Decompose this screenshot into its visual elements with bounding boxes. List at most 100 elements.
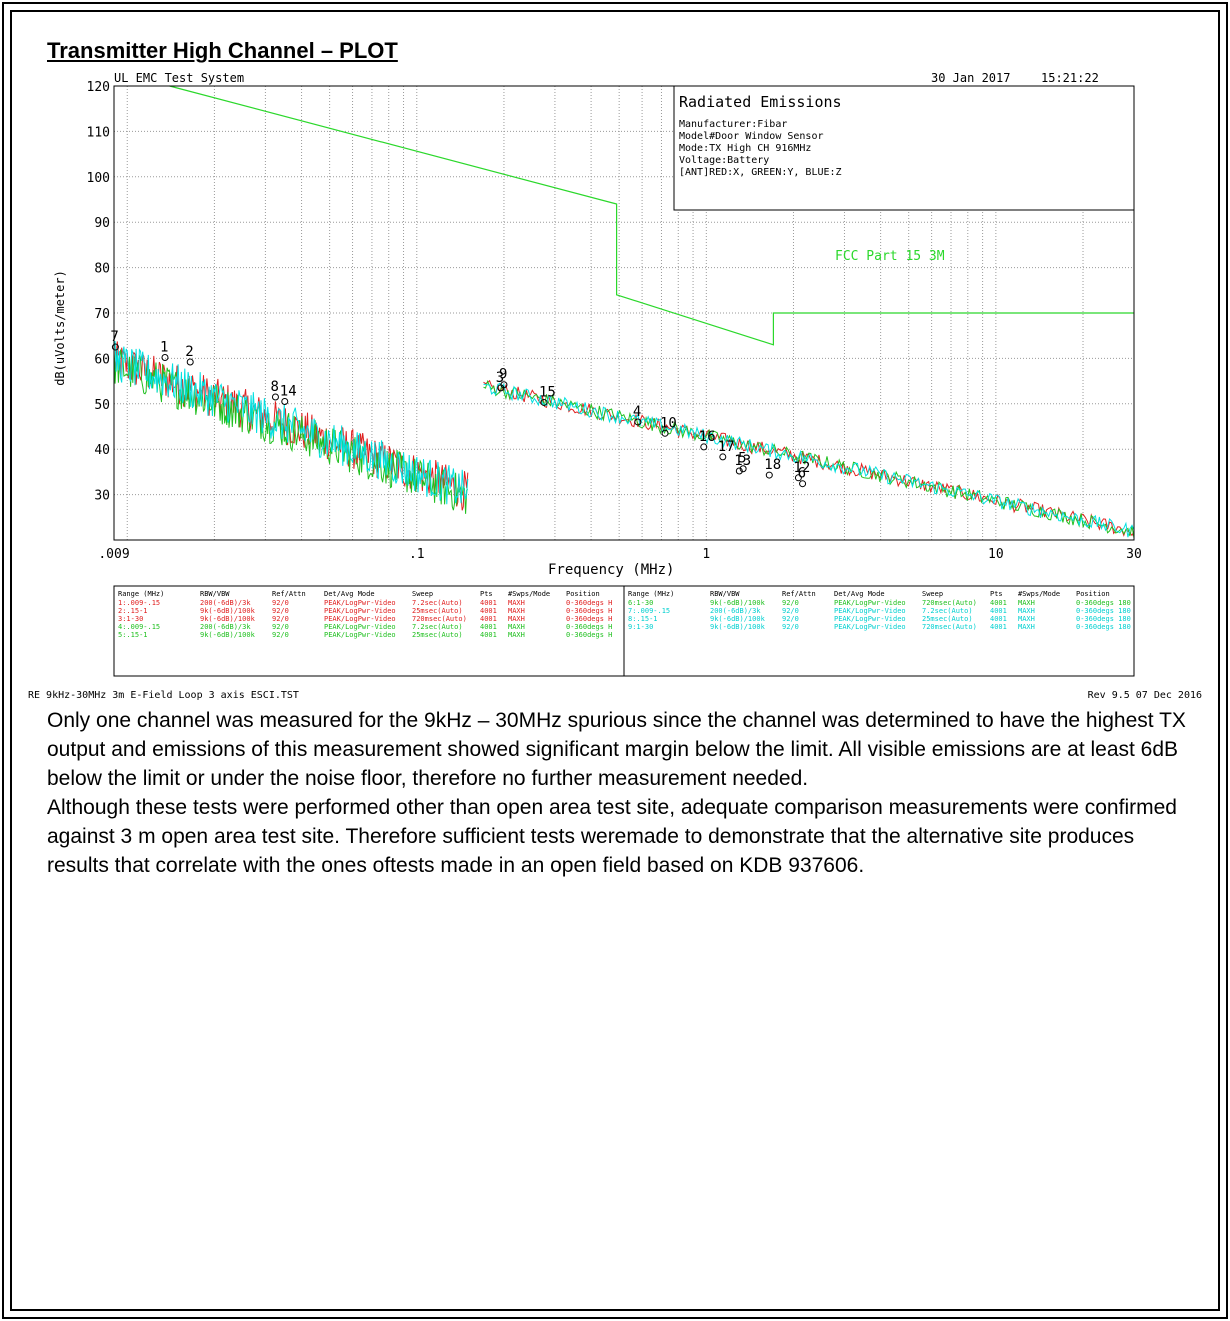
info-box-line: Mode:TX High CH 916MHz [679, 143, 811, 154]
settings-table-cell: 1:.009-.15 [118, 599, 160, 607]
settings-table-cell: 4001 [480, 607, 497, 615]
marker-label: 7 [110, 329, 118, 345]
settings-table-cell: 9k(-6dB)/100k [200, 607, 256, 615]
settings-table-cell: 6:1-30 [628, 599, 653, 607]
settings-table-cell: 92/0 [782, 599, 799, 607]
marker-label: 18 [764, 457, 781, 473]
settings-table-header: #Swps/Mode [508, 590, 550, 598]
settings-table-cell: MAXH [508, 607, 525, 615]
settings-table: Range (MHz) RBW/VBW Ref/Attn Det/Avg Mode Sw… [114, 586, 1134, 676]
settings-table-cell: 0-360degs 180 [1076, 623, 1131, 631]
settings-table-header: RBW/VBW [710, 590, 740, 598]
limit-line-label: FCC Part 15 3M [835, 249, 945, 264]
settings-table-header: Range (MHz) [118, 590, 164, 598]
settings-table-cell: 9k(-6dB)/100k [710, 599, 766, 607]
settings-table-header: Det/Avg Mode [834, 590, 885, 598]
emissions-plot: UL EMC Test System 30 Jan 2017 15:21:22 … [28, 66, 1210, 702]
y-tick-label: 50 [94, 398, 110, 413]
settings-table-cell: 9k(-6dB)/100k [710, 623, 766, 631]
settings-table-cell: 25msec(Auto) [412, 607, 463, 615]
settings-table-cell: 0-360degs 180 [1076, 607, 1131, 615]
settings-table-cell: 25msec(Auto) [412, 631, 463, 639]
settings-table-cell: 5:.15-1 [118, 631, 148, 639]
marker-label: 16 [699, 429, 716, 445]
settings-table-cell: MAXH [508, 631, 525, 639]
settings-table-cell: PEAK/LogPwr-Video [324, 599, 396, 607]
settings-table-cell: MAXH [508, 623, 525, 631]
y-axis-title: dB(uVolts/meter) [53, 270, 67, 386]
settings-table-cell: 25msec(Auto) [922, 615, 973, 623]
x-tick-label: 1 [702, 547, 710, 562]
settings-table-cell: 7:.009-.15 [628, 607, 670, 615]
y-tick-label: 70 [94, 307, 110, 322]
marker-label: 17 [718, 439, 735, 455]
settings-table-cell: 0-360degs H [566, 623, 612, 631]
header-time: 15:21:22 [1041, 71, 1099, 85]
footer-revision: Rev 9.5 07 Dec 2016 [1088, 690, 1202, 701]
settings-table-cell: 92/0 [782, 607, 799, 615]
settings-table-cell: 92/0 [782, 615, 799, 623]
x-tick-label: 10 [988, 547, 1004, 562]
settings-table-header: Position [566, 590, 600, 598]
settings-table-cell: 8:.15-1 [628, 615, 658, 623]
info-box-title: Radiated Emissions [679, 93, 842, 111]
settings-table-cell: 0-360degs 180 [1076, 615, 1131, 623]
y-tick-label: 110 [87, 125, 110, 140]
marker-label: 14 [280, 384, 297, 400]
settings-table-cell: 4001 [990, 615, 1007, 623]
x-tick-label: 30 [1126, 547, 1142, 562]
body-paragraph: Although these tests were performed othe… [47, 793, 1197, 880]
settings-table-header: Pts [480, 590, 493, 598]
info-box-line: Manufacturer:Fibar [679, 119, 787, 130]
x-tick-label: .009 [98, 547, 129, 562]
info-box: Radiated Emissions Manufacturer:Fibar Mo… [674, 86, 1134, 210]
x-axis-title: Frequency (MHz) [548, 562, 674, 578]
settings-table-cell: PEAK/LogPwr-Video [834, 623, 906, 631]
settings-table-cell: PEAK/LogPwr-Video [834, 599, 906, 607]
header-system-label: UL EMC Test System [114, 71, 244, 85]
settings-table-cell: 9k(-6dB)/100k [710, 615, 766, 623]
y-tick-label: 100 [87, 171, 110, 186]
plot-header: UL EMC Test System 30 Jan 2017 15:21:22 [114, 71, 1099, 85]
marker-label: 5 [738, 451, 746, 467]
settings-table-cell: 4001 [480, 631, 497, 639]
info-box-line: Model#Door Window Sensor [679, 131, 824, 142]
spectrum-trace [114, 341, 468, 504]
settings-table-header: Sweep [922, 590, 943, 598]
settings-table-cell: 0-360degs H [566, 615, 612, 623]
settings-table-cell: PEAK/LogPwr-Video [324, 631, 396, 639]
y-tick-label: 40 [94, 443, 110, 458]
settings-table-cell: 0-360degs H [566, 607, 612, 615]
body-text: Only one channel was measured for the 9k… [47, 706, 1197, 880]
settings-table-cell: 9:1-30 [628, 623, 653, 631]
settings-table-cell: MAXH [1018, 599, 1035, 607]
settings-table-cell: 7.2sec(Auto) [922, 607, 973, 615]
x-tick-label: .1 [409, 547, 425, 562]
settings-table-cell: 92/0 [272, 631, 289, 639]
settings-table-cell: 4001 [990, 623, 1007, 631]
settings-table-cell: 4001 [480, 599, 497, 607]
settings-table-cell: 4001 [480, 615, 497, 623]
settings-table-cell: 92/0 [782, 623, 799, 631]
settings-table-cell: 720msec(Auto) [922, 599, 977, 607]
y-tick-label: 120 [87, 80, 110, 95]
marker-label: 9 [499, 367, 507, 383]
info-box-line: Voltage:Battery [679, 155, 769, 166]
settings-table-header: Det/Avg Mode [324, 590, 375, 598]
settings-table-cell: 720msec(Auto) [412, 615, 467, 623]
settings-table-cell: PEAK/LogPwr-Video [324, 607, 396, 615]
header-date: 30 Jan 2017 [931, 71, 1010, 85]
settings-table-cell: 9k(-6dB)/100k [200, 631, 256, 639]
settings-table-cell: 9k(-6dB)/100k [200, 615, 256, 623]
settings-table-cell: PEAK/LogPwr-Video [324, 623, 396, 631]
marker-label: 1 [160, 339, 168, 355]
marker-label: 4 [633, 404, 641, 420]
marker-label: 10 [660, 415, 677, 431]
trace-group [114, 341, 1134, 538]
settings-table-header: Sweep [412, 590, 433, 598]
y-tick-label: 80 [94, 262, 110, 277]
settings-table-cell: 0-360degs 180 [1076, 599, 1131, 607]
marker-label: 8 [270, 379, 278, 395]
settings-table-cell: 92/0 [272, 623, 289, 631]
settings-table-cell: MAXH [1018, 623, 1035, 631]
